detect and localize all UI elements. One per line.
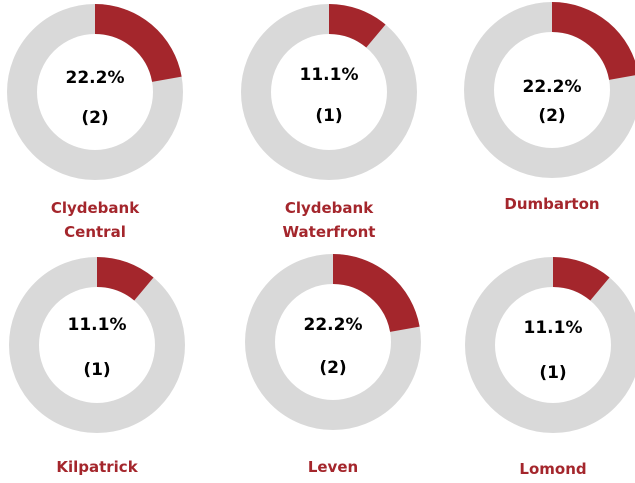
count-label: (1): [83, 360, 110, 380]
donut-title: Leven: [307, 458, 359, 476]
donut-title: Dumbarton: [504, 195, 600, 213]
donut-title: Kilpatrick: [56, 458, 138, 476]
donut-title: Lomond: [519, 460, 587, 478]
donut-track: [241, 4, 417, 180]
donut-slice: [94, 4, 182, 83]
count-label: (1): [315, 106, 342, 126]
donut-slice: [96, 257, 154, 301]
count-label: (1): [539, 363, 566, 383]
donut-title: Clydebank Central: [50, 199, 140, 241]
percent-label: 11.1%: [68, 315, 127, 335]
percent-label: 22.2%: [523, 77, 582, 97]
donut-title: Clydebank Waterfront: [282, 199, 376, 241]
count-label: (2): [81, 108, 108, 128]
donut-slice: [551, 2, 635, 81]
percent-label: 22.2%: [304, 315, 363, 335]
count-label: (2): [538, 106, 565, 126]
donut-slice: [328, 4, 386, 48]
donut-track: [9, 257, 185, 433]
count-label: (2): [319, 358, 346, 378]
percent-label: 11.1%: [300, 65, 359, 85]
donut-slice: [552, 257, 610, 301]
percent-label: 11.1%: [524, 318, 583, 338]
donut-track: [465, 257, 635, 433]
percent-label: 22.2%: [66, 68, 125, 88]
donut-slice: [332, 254, 420, 333]
